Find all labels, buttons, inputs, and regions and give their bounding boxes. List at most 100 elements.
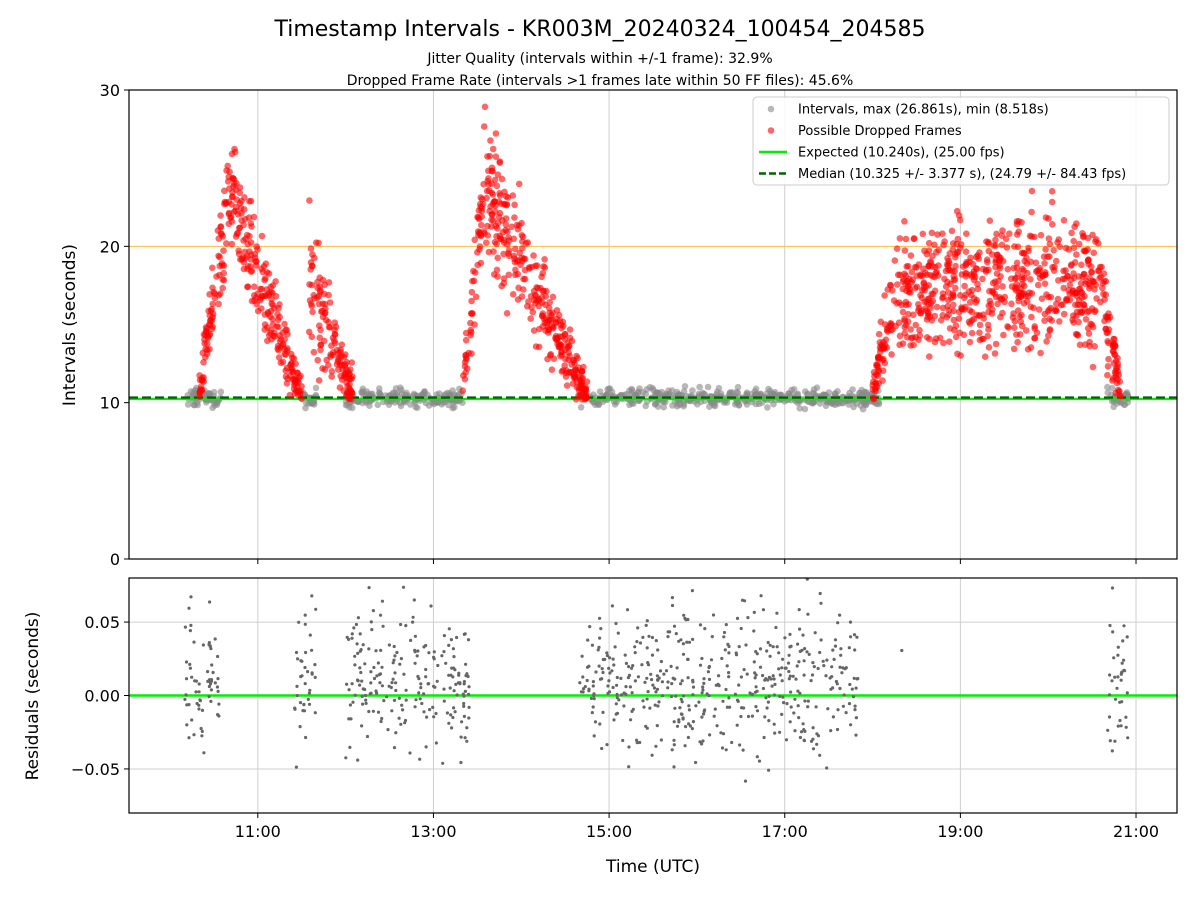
residual-point bbox=[450, 726, 454, 730]
dropped-frame-point bbox=[314, 356, 322, 364]
residual-point bbox=[445, 711, 449, 715]
residual-point bbox=[310, 672, 314, 676]
dropped-frame-point bbox=[1084, 325, 1092, 332]
dropped-frame-point bbox=[910, 235, 918, 242]
dropped-frame-point bbox=[905, 310, 912, 318]
residual-point bbox=[818, 650, 822, 655]
residual-point bbox=[709, 658, 714, 662]
dropped-frame-point bbox=[491, 198, 498, 206]
residual-point bbox=[738, 743, 742, 747]
residual-point bbox=[372, 676, 377, 681]
residual-point bbox=[400, 703, 404, 707]
residual-point bbox=[451, 715, 455, 720]
residual-point bbox=[707, 665, 711, 670]
dropped-frame-point bbox=[561, 362, 568, 369]
residual-point bbox=[784, 738, 789, 742]
residual-point bbox=[653, 703, 657, 707]
dropped-frame-point bbox=[242, 235, 249, 243]
residual-point bbox=[422, 710, 426, 714]
residual-point bbox=[807, 652, 811, 657]
dropped-frame-point bbox=[992, 263, 999, 271]
dropped-frame-point bbox=[896, 235, 904, 242]
dropped-frame-point bbox=[512, 271, 519, 279]
dropped-frame-point bbox=[211, 290, 218, 298]
dropped-frame-point bbox=[566, 326, 574, 333]
dropped-frame-point bbox=[1019, 290, 1026, 297]
dropped-frame-point bbox=[1041, 317, 1048, 325]
dropped-frame-point bbox=[291, 381, 298, 389]
intervals-y-tick-label: 20 bbox=[100, 237, 120, 256]
residual-point bbox=[798, 691, 802, 695]
dropped-frame-point bbox=[1037, 231, 1045, 239]
residual-point bbox=[615, 696, 619, 700]
dropped-frame-point bbox=[242, 215, 249, 223]
residual-point bbox=[775, 611, 779, 615]
interval-point bbox=[364, 390, 371, 398]
residual-point bbox=[308, 688, 312, 692]
dropped-frame-point bbox=[481, 103, 489, 111]
residual-point bbox=[758, 647, 763, 651]
residual-point bbox=[660, 680, 665, 684]
residual-point bbox=[645, 646, 649, 650]
dropped-frame-point bbox=[1073, 220, 1080, 227]
dropped-frame-point bbox=[268, 300, 276, 307]
residual-point bbox=[824, 674, 828, 678]
residual-point bbox=[356, 758, 360, 762]
dropped-frame-point bbox=[527, 315, 534, 322]
dropped-frame-point bbox=[902, 321, 910, 329]
dropped-frame-point bbox=[873, 362, 880, 370]
interval-point bbox=[680, 402, 687, 410]
residual-point bbox=[184, 677, 189, 681]
dropped-frame-point bbox=[488, 189, 496, 197]
dropped-frame-point bbox=[950, 316, 958, 324]
residual-point bbox=[597, 645, 601, 650]
residual-point bbox=[359, 670, 363, 675]
residual-point bbox=[367, 586, 371, 590]
dropped-frame-point bbox=[518, 293, 526, 300]
residual-point bbox=[463, 689, 467, 694]
residual-point bbox=[838, 665, 842, 669]
dropped-frame-point bbox=[282, 373, 290, 380]
residual-point bbox=[841, 666, 845, 670]
residual-point bbox=[436, 663, 440, 668]
dropped-frame-point bbox=[247, 239, 255, 246]
interval-point bbox=[577, 404, 585, 411]
dropped-frame-point bbox=[269, 282, 277, 289]
dropped-frame-point bbox=[509, 291, 517, 298]
residual-point bbox=[673, 677, 677, 681]
residual-point bbox=[802, 739, 807, 743]
interval-point bbox=[790, 386, 798, 393]
dropped-frame-point bbox=[262, 275, 269, 282]
residual-point bbox=[815, 742, 819, 746]
interval-point bbox=[694, 401, 701, 408]
residual-point bbox=[841, 704, 846, 708]
interval-point bbox=[681, 383, 689, 390]
residual-point bbox=[759, 594, 763, 598]
residual-point bbox=[454, 682, 458, 687]
residual-point bbox=[678, 706, 682, 710]
dropped-frame-point bbox=[530, 252, 537, 259]
dropped-frame-point bbox=[326, 323, 334, 331]
residual-point bbox=[644, 623, 648, 628]
residual-point bbox=[588, 625, 592, 629]
dropped-frame-point bbox=[477, 194, 485, 201]
residual-point bbox=[210, 663, 214, 667]
residual-point bbox=[427, 651, 431, 655]
dropped-frame-point bbox=[538, 273, 545, 281]
dropped-frame-point bbox=[275, 354, 283, 361]
residual-point bbox=[431, 705, 435, 710]
residual-point bbox=[1110, 679, 1114, 683]
residual-point bbox=[586, 638, 590, 642]
residual-point bbox=[619, 693, 624, 697]
residual-point bbox=[739, 626, 743, 631]
residual-point bbox=[787, 669, 791, 674]
dropped-frame-point bbox=[336, 354, 343, 361]
dropped-frame-point bbox=[946, 250, 954, 257]
residual-point bbox=[670, 596, 675, 600]
dropped-frame-point bbox=[870, 395, 878, 403]
residual-point bbox=[801, 633, 805, 637]
residual-point bbox=[772, 693, 777, 697]
chart-title: Timestamp Intervals - KR003M_20240324_10… bbox=[273, 17, 925, 42]
dropped-frame-point bbox=[1060, 217, 1068, 224]
residual-point bbox=[764, 696, 768, 700]
